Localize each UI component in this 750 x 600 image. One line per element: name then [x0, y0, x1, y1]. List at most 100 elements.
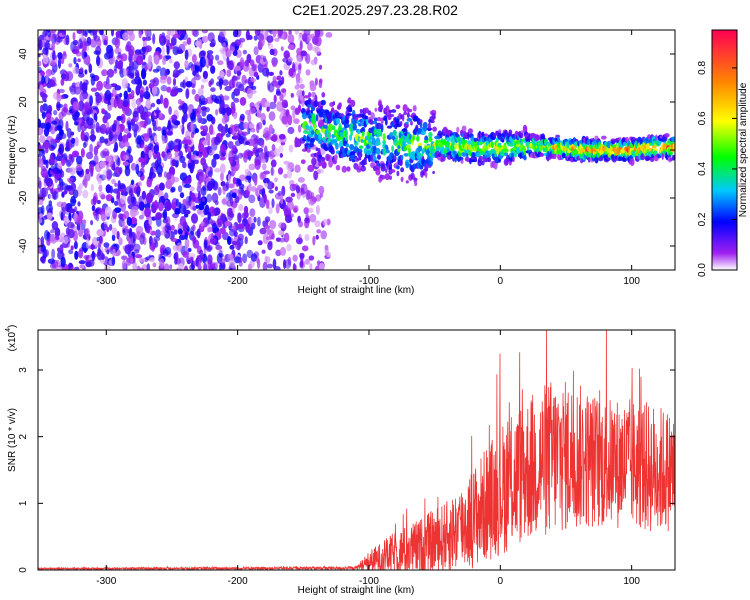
spectrogram-cell — [265, 182, 268, 188]
spectrogram-cell — [112, 248, 116, 257]
spectrogram-cell — [374, 107, 378, 112]
spectrogram-cell — [414, 180, 418, 187]
spectrogram-cell — [138, 214, 144, 220]
spectrogram-cell — [206, 50, 214, 55]
spectrogram-cell — [101, 69, 108, 77]
spectrogram-cell — [315, 204, 320, 215]
spectrogram-cell — [278, 133, 286, 140]
spectrogram-cell — [122, 161, 129, 166]
spectrogram-cell — [248, 182, 252, 192]
spectrogram-cell — [279, 153, 283, 158]
spectrogram-cell — [296, 54, 302, 65]
spectrogram-xtick-label: 100 — [623, 276, 640, 287]
spectrogram-cell — [173, 229, 178, 235]
spectrogram-cell — [467, 140, 472, 145]
spectrogram-cell — [247, 112, 252, 123]
spectrogram-cell — [50, 237, 57, 244]
spectrogram-cell — [111, 123, 117, 132]
spectrogram-xtick-label: 0 — [498, 276, 504, 287]
spectrogram-cell — [38, 180, 42, 190]
spectrogram-cell — [114, 37, 121, 49]
spectrogram-cell — [172, 69, 180, 78]
spectrogram-cell — [79, 67, 84, 73]
spectrogram-cell — [155, 107, 160, 118]
spectrogram-cell — [90, 129, 95, 136]
spectrogram-cell — [213, 136, 221, 146]
snr-xtick-label: -100 — [359, 576, 379, 587]
spectrogram-cell — [93, 50, 101, 55]
spectrogram-cell — [191, 54, 197, 63]
spectrogram-cell — [56, 36, 63, 43]
spectrogram-cell — [316, 229, 322, 234]
spectrogram-cell — [55, 266, 62, 270]
spectrogram-cell — [88, 109, 93, 115]
spectrogram-cell — [332, 125, 336, 131]
spectrogram-cell — [307, 104, 312, 108]
spectrogram-cell — [220, 258, 226, 266]
spectrogram-cell — [364, 115, 369, 120]
snr-ytick-label: 2 — [18, 433, 29, 439]
spectrogram-cell — [361, 131, 365, 137]
spectrogram-cell — [166, 76, 172, 85]
spectrogram-cell — [427, 122, 431, 130]
spectrogram-cell — [285, 196, 293, 203]
spectrogram-cell — [87, 259, 95, 267]
spectrogram-cell — [395, 104, 401, 110]
spectrogram-cell — [399, 121, 403, 126]
spectrogram-ytick-label: -40 — [18, 238, 29, 253]
spectrogram-cell — [114, 85, 122, 91]
spectrogram-cell — [123, 90, 128, 100]
spectrogram-cell — [59, 181, 65, 187]
spectrogram-cell — [151, 85, 158, 95]
spectrogram-cell — [244, 236, 248, 245]
spectrogram-cell — [191, 88, 196, 95]
spectrogram-cell — [236, 70, 242, 76]
spectrogram-cell — [645, 142, 651, 151]
spectrogram-cell — [56, 103, 64, 108]
spectrogram-cell — [161, 45, 166, 57]
spectrogram-cell — [98, 184, 103, 193]
spectrogram-cell — [296, 75, 300, 87]
spectrogram-cell — [82, 41, 87, 53]
spectrogram-cell — [413, 177, 418, 182]
spectrogram-cell — [91, 105, 98, 110]
spectrogram-cell — [622, 141, 627, 146]
spectrogram-cell — [170, 238, 178, 242]
spectrogram-cell — [91, 204, 96, 212]
spectrogram-cell — [367, 150, 372, 156]
spectrogram-cell — [219, 30, 227, 37]
spectrogram-cell — [83, 247, 88, 253]
spectrogram-cell — [420, 165, 424, 170]
spectrogram-cell — [152, 77, 160, 87]
spectrogram-cell — [243, 205, 249, 214]
spectrogram-cell — [168, 106, 172, 115]
spectrogram-cell — [344, 134, 348, 141]
spectrogram-cell — [139, 267, 145, 270]
spectrogram-cell — [187, 247, 192, 253]
spectrogram-cell — [250, 127, 256, 133]
spectrogram-cell — [185, 88, 190, 100]
spectrogram-cell — [51, 248, 55, 260]
spectrogram-cell — [237, 240, 241, 251]
spectrogram-cell — [515, 144, 520, 148]
spectrogram-cell — [313, 100, 319, 107]
spectrogram-cell — [323, 125, 328, 129]
spectrogram-cell — [293, 207, 298, 213]
spectrogram-cell — [245, 175, 252, 180]
spectrogram-cell — [195, 257, 199, 267]
spectrogram-cell — [134, 69, 140, 78]
spectrogram-cell — [601, 135, 607, 140]
spectrogram-cell — [354, 155, 358, 160]
spectrogram-cell — [111, 196, 115, 203]
spectrogram-cell — [46, 239, 51, 246]
spectrogram-cell — [405, 144, 411, 149]
spectrogram-cell — [106, 226, 110, 233]
spectrogram-cell — [303, 130, 308, 134]
spectrogram-cell — [221, 125, 226, 136]
spectrogram-cell — [50, 30, 57, 34]
spectrogram-cell — [43, 141, 50, 150]
spectrogram-cell — [344, 128, 348, 137]
spectrogram-cell — [138, 157, 145, 163]
spectrogram-cell — [211, 94, 218, 102]
spectrogram-cell — [187, 151, 192, 160]
